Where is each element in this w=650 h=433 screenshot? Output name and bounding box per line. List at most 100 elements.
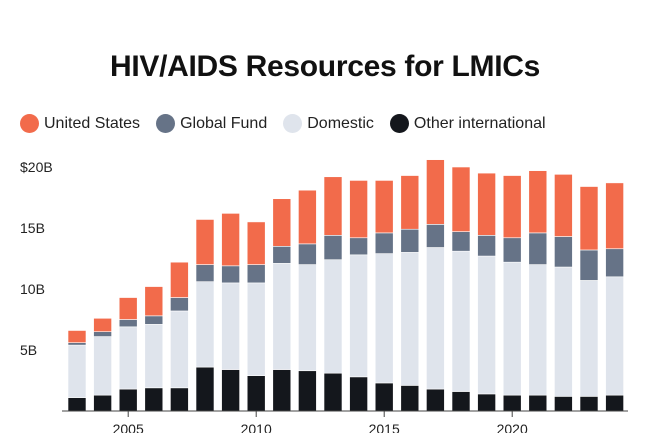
bar-segment-global-fund (426, 224, 445, 248)
bar-segment-united-states (374, 180, 394, 234)
legend-swatch-other-international (389, 114, 409, 133)
bar-segment-other-international (477, 393, 496, 412)
bar-segment-domestic (298, 264, 317, 372)
legend-item-united-states: United States (20, 114, 140, 133)
bar-segment-global-fund (118, 319, 138, 328)
legend-swatch-global-fund (156, 114, 176, 133)
bar-segment-global-fund (246, 264, 266, 284)
y-tick-label: 10B (20, 281, 45, 297)
legend-item-other-international: Other international (389, 114, 546, 133)
bar-segment-domestic (349, 254, 368, 378)
bar-segment-other-international (298, 370, 317, 412)
bar-segment-global-fund (221, 265, 240, 284)
bar-segment-domestic (246, 282, 266, 376)
bar-segment-global-fund (67, 342, 87, 346)
chart-title: HIV/AIDS Resources for LMICs (109, 50, 541, 83)
bar-segment-united-states (554, 174, 573, 237)
bar-segment-domestic (554, 266, 573, 397)
bar-segment-other-international (579, 396, 599, 412)
bar-segment-united-states (349, 180, 368, 239)
bar-segment-other-international (170, 387, 189, 412)
legend-item-domestic: Domestic (283, 114, 374, 133)
bar-segment-other-international (118, 388, 138, 412)
bar-segment-united-states (579, 186, 599, 251)
bar-segment-other-international (374, 382, 394, 412)
bar-segment-global-fund (579, 249, 599, 281)
bar-segment-global-fund (272, 246, 292, 264)
bar-segment-global-fund (528, 232, 548, 265)
legend-item-global-fund: Global Fund (156, 114, 267, 133)
bar-segment-domestic (221, 282, 240, 370)
bar-segment-other-international (67, 397, 87, 412)
bar-segment-other-international (502, 394, 522, 412)
legend-label-united-states: United States (44, 114, 141, 132)
bar-segment-other-international (323, 372, 343, 412)
bar-segment-other-international (605, 394, 624, 412)
y-tick-label: 15B (20, 220, 45, 236)
bar-segment-domestic (451, 250, 471, 392)
bar-segment-global-fund (93, 331, 112, 337)
bar-segment-other-international (93, 394, 112, 412)
bar-segment-domestic (502, 261, 522, 396)
bar-segment-global-fund (349, 237, 368, 256)
bar-segment-domestic (323, 259, 343, 374)
bar-segment-global-fund (502, 237, 522, 263)
bar-segment-global-fund (323, 235, 343, 261)
bar-segment-domestic (67, 344, 87, 398)
bar-segment-global-fund (554, 236, 573, 268)
bar-segment-united-states (118, 297, 138, 320)
bar-segment-united-states (298, 189, 317, 245)
legend-label-domestic: Domestic (307, 114, 374, 132)
bar-segment-united-states (502, 175, 522, 239)
bar-segment-other-international (221, 369, 240, 412)
bar-segment-other-international (400, 385, 420, 412)
bar-segment-united-states (323, 176, 343, 236)
bar-segment-domestic (195, 281, 215, 368)
bar-segment-united-states (170, 261, 189, 298)
bar-segment-domestic (374, 253, 394, 384)
bar-segment-other-international (349, 376, 368, 412)
bar-segment-other-international (554, 396, 573, 412)
bar-segment-domestic (170, 310, 189, 389)
bar-segment-united-states (605, 182, 624, 250)
bar-segment-domestic (144, 324, 164, 389)
x-tick-label: 2015 (369, 421, 400, 433)
bar-segment-domestic (426, 247, 445, 390)
bar-segment-united-states (477, 172, 496, 236)
x-tick-label: 2005 (113, 421, 144, 433)
bar-segment-other-international (272, 369, 292, 412)
bar-segment-domestic (528, 264, 548, 396)
legend: United States Global Fund Domestic Other… (20, 114, 562, 133)
bar-segment-domestic (118, 326, 138, 390)
bar-segment-united-states (451, 166, 471, 232)
x-tick-label: 2010 (241, 421, 272, 433)
legend-swatch-domestic (283, 114, 303, 133)
bar-segment-global-fund (605, 248, 624, 278)
bar-segment-united-states (426, 159, 445, 225)
bar-segment-united-states (93, 317, 112, 332)
bar-segment-united-states (272, 198, 292, 247)
bar-segment-united-states (67, 330, 87, 343)
bar-segment-domestic (400, 252, 420, 386)
bar-segment-global-fund (298, 243, 317, 265)
bar-segment-global-fund (144, 315, 164, 325)
bar-segment-other-international (426, 388, 445, 412)
bar-segment-united-states (246, 221, 266, 265)
bar-segment-united-states (400, 175, 420, 230)
bar-segment-domestic (477, 255, 496, 395)
bar-segment-global-fund (400, 228, 420, 253)
legend-label-global-fund: Global Fund (180, 114, 268, 132)
bar-segment-global-fund (170, 297, 189, 312)
legend-swatch-united-states (20, 114, 39, 133)
bar-segment-other-international (195, 366, 215, 412)
bar-segment-domestic (579, 280, 599, 397)
bar-segment-united-states (144, 286, 164, 317)
bar-segment-united-states (528, 170, 548, 234)
bar-segment-global-fund (374, 232, 394, 254)
legend-label-other-international: Other international (413, 114, 546, 132)
bar-segment-other-international (144, 387, 164, 412)
bar-segment-other-international (528, 394, 548, 412)
x-tick-label: 2020 (497, 421, 528, 433)
bar-segment-other-international (451, 391, 471, 412)
